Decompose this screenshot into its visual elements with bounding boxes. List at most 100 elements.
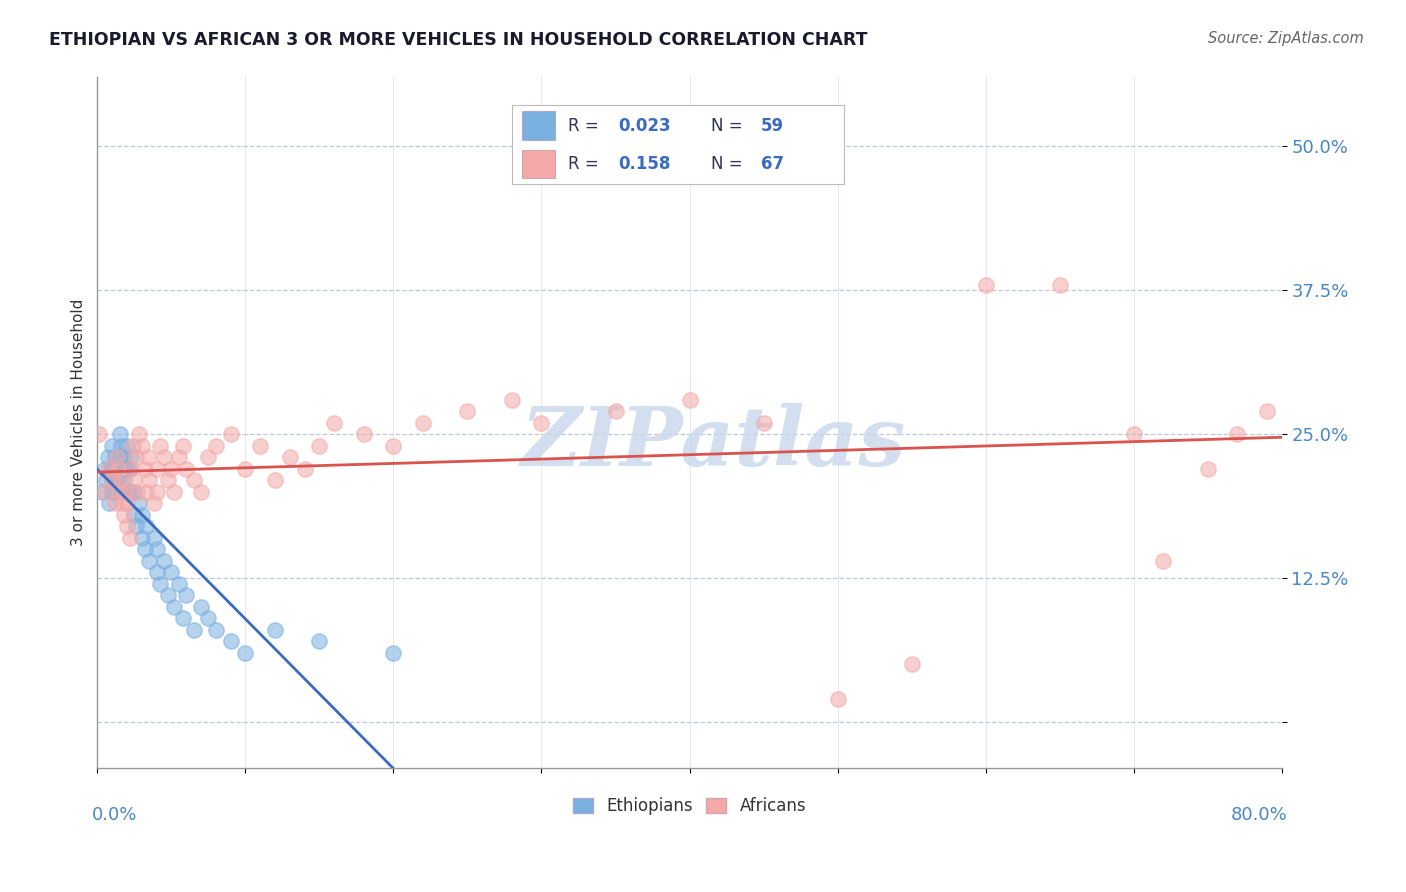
Point (124, 473, 146, 487)
Point (827, 691, 849, 706)
Point (294, 461, 316, 475)
Point (190, 484, 212, 499)
Point (197, 611, 219, 625)
Point (197, 450, 219, 464)
Point (1226, 427, 1249, 442)
Point (308, 439, 330, 453)
Point (264, 473, 287, 487)
Point (118, 531, 141, 545)
Point (90, 484, 112, 499)
Point (323, 416, 346, 430)
Point (172, 439, 194, 453)
Point (94, 484, 117, 499)
Point (160, 565, 183, 579)
Point (153, 450, 176, 464)
Point (115, 496, 138, 510)
Point (108, 450, 131, 464)
Point (115, 461, 138, 475)
Point (1122, 427, 1144, 442)
Point (104, 496, 127, 510)
Point (128, 496, 150, 510)
Point (157, 473, 180, 487)
Point (1049, 277, 1071, 292)
Point (110, 439, 132, 453)
Point (138, 473, 160, 487)
Point (118, 484, 141, 499)
Point (163, 484, 186, 499)
Point (204, 623, 226, 637)
Point (148, 439, 170, 453)
Point (501, 392, 523, 407)
Point (412, 416, 434, 430)
Point (124, 484, 146, 499)
Point (101, 473, 124, 487)
Point (183, 473, 205, 487)
Legend: Ethiopians, Africans: Ethiopians, Africans (567, 790, 813, 822)
Point (174, 461, 197, 475)
Point (107, 461, 129, 475)
Point (145, 565, 167, 579)
Point (110, 473, 132, 487)
Point (115, 484, 138, 499)
Point (145, 461, 167, 475)
Point (110, 484, 132, 499)
Point (136, 450, 159, 464)
Point (308, 634, 330, 648)
Point (112, 450, 135, 464)
Point (134, 542, 156, 557)
Point (101, 473, 124, 487)
Point (105, 484, 128, 499)
Point (204, 439, 226, 453)
Point (111, 461, 134, 475)
Point (278, 450, 301, 464)
Point (112, 473, 135, 487)
Text: Source: ZipAtlas.com: Source: ZipAtlas.com (1208, 31, 1364, 46)
Point (1152, 554, 1174, 568)
Point (108, 427, 131, 442)
Point (148, 576, 170, 591)
Point (135, 484, 157, 499)
Point (235, 646, 257, 660)
Point (108, 461, 131, 475)
Point (142, 531, 165, 545)
Point (174, 588, 197, 602)
Point (125, 450, 148, 464)
Point (1197, 461, 1219, 475)
Point (163, 599, 186, 614)
Point (353, 427, 375, 442)
Point (153, 554, 176, 568)
Text: ZIPatlas: ZIPatlas (520, 403, 905, 483)
Point (97, 450, 120, 464)
Text: ETHIOPIAN VS AFRICAN 3 OR MORE VEHICLES IN HOUSEHOLD CORRELATION CHART: ETHIOPIAN VS AFRICAN 3 OR MORE VEHICLES … (49, 31, 868, 49)
Point (264, 623, 287, 637)
Point (219, 634, 242, 648)
Point (120, 450, 142, 464)
Point (118, 461, 141, 475)
Point (122, 439, 145, 453)
Point (112, 508, 135, 522)
Point (145, 484, 167, 499)
Point (456, 404, 478, 418)
Point (114, 461, 136, 475)
Point (134, 461, 156, 475)
Point (118, 461, 141, 475)
Point (172, 611, 194, 625)
Point (105, 461, 128, 475)
Point (974, 277, 997, 292)
Point (131, 508, 153, 522)
Point (115, 519, 138, 533)
Point (101, 461, 124, 475)
Point (98, 496, 121, 510)
Point (105, 450, 128, 464)
Point (145, 542, 167, 557)
Point (100, 461, 122, 475)
Y-axis label: 3 or more Vehicles in Household: 3 or more Vehicles in Household (72, 299, 86, 546)
Point (98, 461, 121, 475)
Point (135, 519, 157, 533)
Point (382, 439, 405, 453)
Point (128, 427, 150, 442)
Point (94, 461, 117, 475)
Point (190, 599, 212, 614)
Text: 0.0%: 0.0% (91, 805, 136, 823)
Point (138, 554, 160, 568)
